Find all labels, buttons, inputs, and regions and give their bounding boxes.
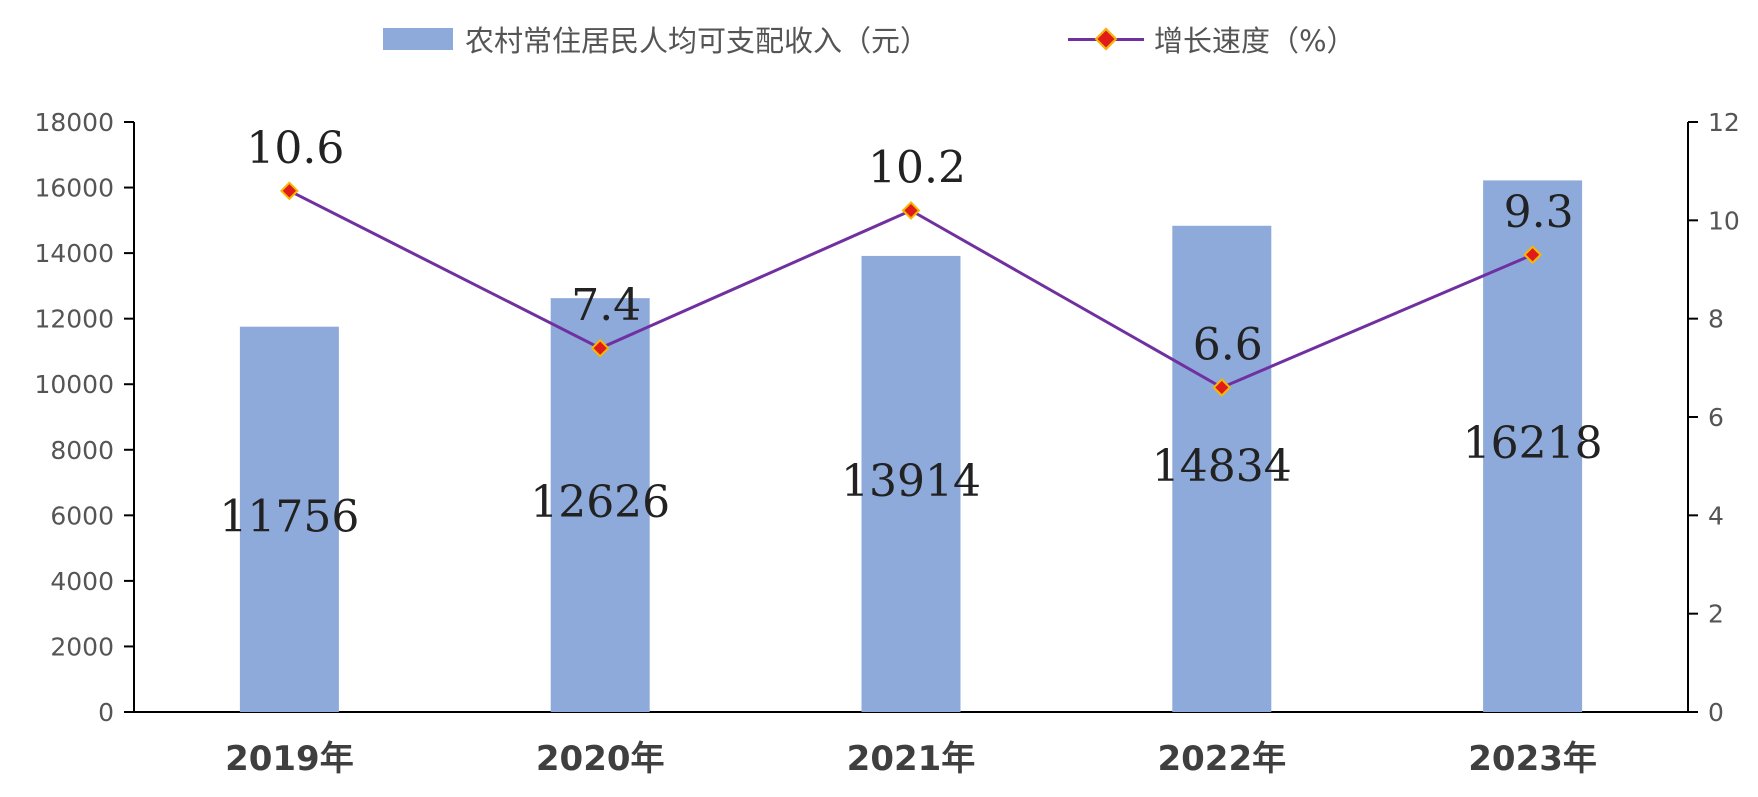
growth-data-label: 6.6	[1193, 320, 1263, 371]
x-category-label: 2019年	[225, 739, 354, 779]
left-tick-label: 8000	[50, 436, 114, 465]
income-data-label: 11756	[219, 491, 359, 542]
left-tick-label: 10000	[34, 370, 114, 399]
legend-bar-swatch	[383, 28, 453, 50]
right-tick-label: 6	[1708, 403, 1724, 432]
legend: 农村常住居民人均可支配收入（元） 增长速度（%）	[0, 14, 1758, 64]
left-tick-label: 14000	[34, 239, 114, 268]
bar-series	[239, 180, 1583, 712]
income-bar	[861, 255, 961, 712]
left-tick-label: 12000	[34, 305, 114, 334]
right-tick-label: 8	[1708, 305, 1724, 334]
growth-marker	[279, 181, 299, 201]
tick-labels: 0 2000 4000 6000 8000 10000 12000 14000 16000 180…	[34, 108, 1739, 779]
income-data-label: 14834	[1152, 441, 1292, 492]
right-tick-label: 10	[1708, 206, 1740, 235]
right-tick-label: 12	[1708, 108, 1740, 137]
right-tick-label: 2	[1708, 600, 1724, 629]
income-bar	[239, 326, 339, 712]
growth-marker	[1523, 245, 1543, 265]
legend-item-growth: 增长速度（%）	[1068, 14, 1356, 64]
x-category-label: 2022年	[1157, 739, 1286, 779]
growth-data-label: 9.3	[1504, 187, 1574, 238]
legend-income-label: 农村常住居民人均可支配收入（元）	[465, 24, 930, 58]
growth-marker	[590, 338, 610, 358]
bar-data-labels: 11756 12626 13914 14834 16218	[219, 418, 1602, 542]
line-data-labels: 10.6 7.4 10.2 6.6 9.3	[246, 123, 1573, 371]
left-tick-label: 16000	[34, 174, 114, 203]
income-data-label: 13914	[841, 456, 981, 507]
left-tick-label: 0	[98, 698, 114, 727]
growth-marker	[901, 201, 921, 220]
left-tick-label: 4000	[50, 567, 114, 596]
growth-data-label: 7.4	[571, 280, 641, 331]
growth-marker	[1212, 378, 1232, 397]
right-tick-label: 0	[1708, 698, 1724, 727]
legend-line-swatch	[1068, 27, 1144, 51]
legend-item-income: 农村常住居民人均可支配收入（元）	[383, 14, 929, 64]
x-category-label: 2023年	[1468, 739, 1597, 779]
left-tick-label: 2000	[50, 632, 114, 661]
left-tick-label: 18000	[34, 108, 114, 137]
income-bar	[1172, 225, 1272, 712]
right-tick-label: 4	[1708, 501, 1724, 530]
line-series	[279, 181, 1543, 397]
growth-data-label: 10.2	[868, 143, 966, 194]
income-bar	[550, 298, 650, 712]
x-category-label: 2021年	[847, 739, 976, 779]
income-data-label: 16218	[1463, 418, 1603, 469]
legend-growth-label: 增长速度（%）	[1154, 24, 1356, 58]
x-category-label: 2020年	[536, 739, 665, 779]
growth-data-label: 10.6	[246, 123, 344, 174]
left-tick-label: 6000	[50, 501, 114, 530]
income-data-label: 12626	[530, 477, 670, 528]
